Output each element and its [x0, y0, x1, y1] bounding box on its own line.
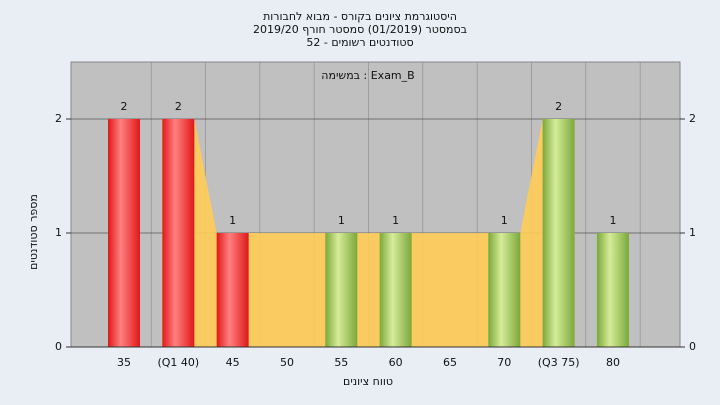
x-tick-label: 55	[334, 356, 348, 369]
bar	[325, 233, 358, 347]
bar	[542, 119, 575, 347]
y2-tick-label: 0	[689, 340, 696, 353]
bar	[108, 119, 140, 347]
x-axis-label: טווח ציונים	[343, 375, 393, 388]
value-label: 1	[338, 214, 345, 227]
y-tick-label: 0	[55, 340, 62, 353]
bar	[379, 233, 412, 347]
value-label: 1	[229, 214, 236, 227]
y-tick-label: 2	[55, 112, 62, 125]
y-axis-label: מספר סטודנטים	[27, 194, 40, 270]
y2-tick-label: 2	[689, 112, 696, 125]
x-tick-label: 45	[226, 356, 240, 369]
bar	[162, 119, 195, 347]
bar	[216, 233, 249, 347]
x-tick-label: 50	[280, 356, 294, 369]
annotation: במשימה : Exam_B	[321, 69, 414, 82]
interquartile-area	[162, 119, 575, 347]
chart-title: סטודנטים רשומים - 52	[306, 36, 413, 49]
x-tick-label: 70	[497, 356, 511, 369]
x-tick-label: 65	[443, 356, 457, 369]
chart-title: בסמסטר (01/2019) סמסטר חורף 2019/20	[253, 23, 467, 36]
value-label: 2	[555, 100, 562, 113]
x-tick-label: 35	[117, 356, 131, 369]
bar	[596, 233, 629, 347]
bar	[488, 233, 521, 347]
value-label: 1	[501, 214, 508, 227]
x-tick-label: 80	[606, 356, 620, 369]
value-label: 1	[609, 214, 616, 227]
chart-title: היסטוגרמת ציונים בקורס - מבוא לחבורות	[263, 10, 457, 23]
x-tick-label: 60	[389, 356, 403, 369]
value-label: 1	[392, 214, 399, 227]
y2-tick-label: 1	[689, 226, 696, 239]
value-label: 2	[175, 100, 182, 113]
value-label: 2	[121, 100, 128, 113]
x-tick-label: (Q1 40)	[157, 356, 199, 369]
y-tick-label: 1	[55, 226, 62, 239]
x-tick-label: (Q3 75)	[538, 356, 580, 369]
